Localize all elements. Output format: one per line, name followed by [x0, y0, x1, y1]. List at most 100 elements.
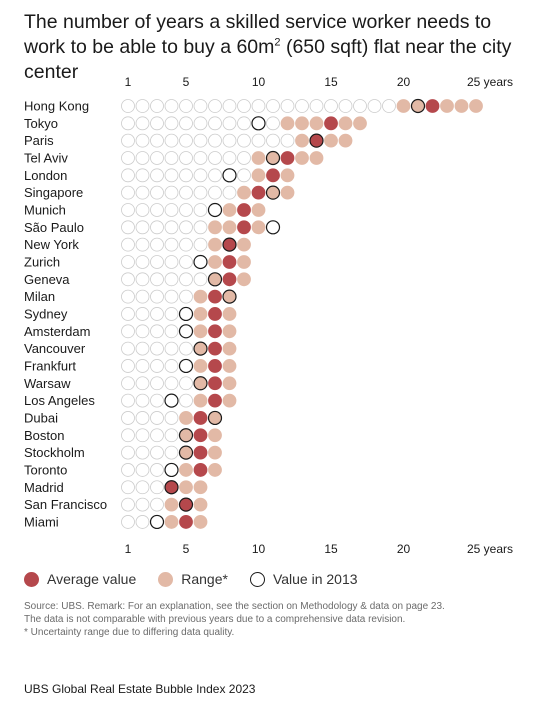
empty-dot [121, 220, 135, 235]
chart-title-superscript: 2 [274, 36, 281, 49]
empty-dot [150, 185, 164, 200]
legend-average-swatch [24, 571, 39, 587]
city-label: Milan [24, 289, 55, 304]
range-dot [208, 445, 222, 460]
value-2013-marker [207, 202, 223, 218]
empty-dot [150, 237, 164, 252]
empty-dot [150, 376, 164, 391]
empty-dot [121, 393, 135, 408]
empty-dot [135, 185, 150, 200]
top-tick-label: 5 [183, 75, 190, 89]
average-dot [208, 359, 222, 373]
city-row: Stockholm [24, 445, 222, 460]
range-dot [193, 289, 208, 304]
top-tick-label: 15 [324, 75, 338, 89]
range-dot [338, 116, 353, 131]
empty-dot [135, 341, 150, 356]
bottom-tick-label: 5 [183, 542, 190, 556]
range-dot [222, 376, 237, 391]
empty-dot [135, 359, 150, 373]
empty-dot [121, 515, 135, 529]
range-dot [251, 220, 266, 235]
range-dot [164, 515, 179, 529]
top-tick-label: 20 [397, 75, 411, 89]
empty-dot [208, 99, 222, 113]
empty-dot [280, 99, 295, 113]
average-dot [222, 255, 237, 269]
average-dot [324, 116, 338, 131]
empty-dot [193, 99, 208, 113]
empty-dot [121, 255, 135, 269]
empty-dot [222, 116, 237, 131]
range-dot [193, 359, 208, 373]
empty-dot [237, 116, 251, 131]
empty-dot [121, 203, 135, 217]
city-label: Dubai [24, 410, 58, 425]
range-dot [208, 463, 222, 477]
empty-dot [179, 393, 193, 408]
bottom-tick-label: 20 [397, 542, 411, 556]
range-dot [179, 463, 193, 477]
empty-dot [353, 99, 367, 113]
empty-dot [135, 272, 150, 287]
empty-dot [121, 116, 135, 131]
empty-dot [280, 133, 295, 148]
city-label: Munich [24, 202, 66, 217]
empty-dot [367, 99, 382, 113]
empty-dot [164, 185, 179, 200]
range-dot [193, 497, 208, 512]
city-row: Tokyo [24, 116, 367, 131]
range-dot [222, 359, 237, 373]
city-row: Frankfurt [24, 358, 237, 373]
empty-dot [150, 463, 164, 477]
value-2013-marker [178, 445, 194, 460]
city-row: Miami [24, 514, 208, 529]
legend-item-range: Range* [158, 571, 228, 587]
range-dot [208, 237, 222, 252]
empty-dot [121, 185, 135, 200]
empty-dot [208, 168, 222, 183]
empty-dot [150, 272, 164, 287]
city-label: San Francisco [24, 497, 107, 512]
chart-rows: Hong Kong Tokyo Paris Tel Aviv London Singapo… [24, 99, 483, 529]
range-dot [208, 220, 222, 235]
empty-dot [208, 116, 222, 131]
range-dot [440, 99, 454, 113]
average-dot [280, 151, 295, 165]
value-2013-marker [164, 462, 179, 478]
empty-dot [135, 411, 150, 425]
empty-dot [135, 255, 150, 269]
range-dot [179, 480, 193, 495]
average-dot [208, 341, 222, 356]
bottom-tick-label: 25 years [467, 542, 513, 556]
city-label: Hong Kong [24, 99, 89, 114]
empty-dot [121, 341, 135, 356]
empty-dot [164, 255, 179, 269]
empty-dot [193, 185, 208, 200]
city-row: São Paulo [24, 220, 281, 235]
empty-dot [179, 185, 193, 200]
empty-dot [135, 480, 150, 495]
legend-range-swatch [158, 571, 174, 587]
empty-dot [135, 99, 150, 113]
empty-dot [150, 359, 164, 373]
average-dot [425, 99, 440, 113]
range-dot [222, 307, 237, 321]
range-dot [193, 307, 208, 321]
range-dot [237, 272, 251, 287]
empty-dot [179, 133, 193, 148]
empty-dot [222, 151, 237, 165]
empty-dot [222, 133, 237, 148]
empty-dot [121, 307, 135, 321]
empty-dot [135, 515, 150, 529]
city-row: Hong Kong [24, 99, 483, 114]
value-2013-marker [265, 220, 281, 235]
empty-dot [121, 168, 135, 183]
empty-dot [135, 324, 150, 339]
empty-dot [135, 307, 150, 321]
empty-dot [164, 359, 179, 373]
empty-dot [208, 133, 222, 148]
range-dot [469, 99, 483, 113]
empty-dot [150, 220, 164, 235]
average-dot [266, 168, 280, 183]
